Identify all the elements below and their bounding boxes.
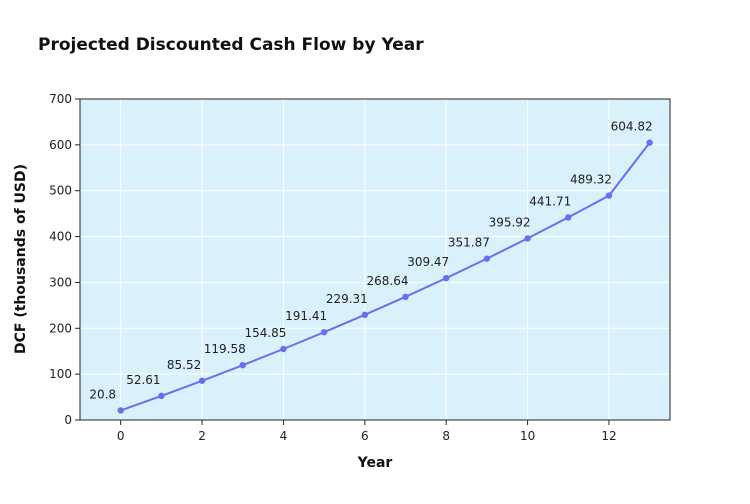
- y-tick-label: 600: [49, 138, 72, 152]
- data-point: [361, 311, 369, 319]
- x-tick-label: 4: [280, 429, 288, 443]
- data-point: [117, 407, 124, 414]
- plot-area: [80, 99, 670, 420]
- data-label: 229.31: [326, 292, 368, 306]
- y-tick-label: 500: [49, 184, 72, 198]
- data-label: 309.47: [407, 255, 449, 269]
- data-label: 119.58: [204, 342, 246, 356]
- data-label: 154.85: [244, 326, 286, 340]
- grid: [80, 98, 670, 421]
- y-tick-label: 400: [49, 230, 72, 244]
- y-tick-label: 700: [49, 92, 72, 106]
- y-tick-label: 0: [64, 413, 72, 427]
- data-label: 351.87: [448, 236, 490, 250]
- data-point: [198, 377, 206, 384]
- data-label: 268.64: [367, 274, 409, 288]
- x-tick-label: 2: [198, 429, 206, 443]
- chart-title: Projected Discounted Cash Flow by Year: [38, 35, 424, 55]
- data-label: 604.82: [611, 120, 653, 134]
- data-point: [524, 235, 531, 242]
- y-tick-label: 200: [49, 321, 72, 335]
- data-point: [402, 293, 409, 301]
- x-tick-label: 6: [361, 429, 369, 443]
- data-point: [483, 255, 491, 262]
- data-point: [646, 139, 653, 146]
- series-line: [120, 141, 651, 412]
- data-point: [239, 361, 246, 369]
- data-point: [280, 345, 287, 353]
- data-point: [605, 192, 613, 199]
- data-point: [320, 329, 328, 336]
- data-point: [443, 274, 450, 282]
- x-tick-label: 0: [117, 429, 125, 443]
- data-label: 85.52: [167, 358, 201, 372]
- x-tick-label: 8: [442, 429, 450, 443]
- data-label: 395.92: [489, 215, 531, 229]
- y-tick-label: 100: [49, 367, 72, 381]
- y-axis-title: DCF (thousands of USD): [13, 164, 29, 354]
- data-label: 489.32: [570, 173, 612, 187]
- data-label: 52.61: [126, 373, 160, 387]
- axes: 0 2 4 6 8 10 12 0 100 200 300 400 500 600 700: [49, 92, 671, 443]
- plot-frame: [79, 98, 671, 421]
- x-tick-label: 12: [601, 429, 616, 443]
- data-label: 20.8: [89, 387, 116, 401]
- x-axis-title: Year: [357, 455, 393, 471]
- data-label: 441.71: [529, 194, 571, 208]
- x-tick-label: 10: [520, 429, 535, 443]
- data-label: 191.41: [285, 309, 327, 323]
- data-point: [158, 392, 165, 400]
- y-tick-label: 300: [49, 275, 72, 289]
- data-point: [565, 214, 572, 221]
